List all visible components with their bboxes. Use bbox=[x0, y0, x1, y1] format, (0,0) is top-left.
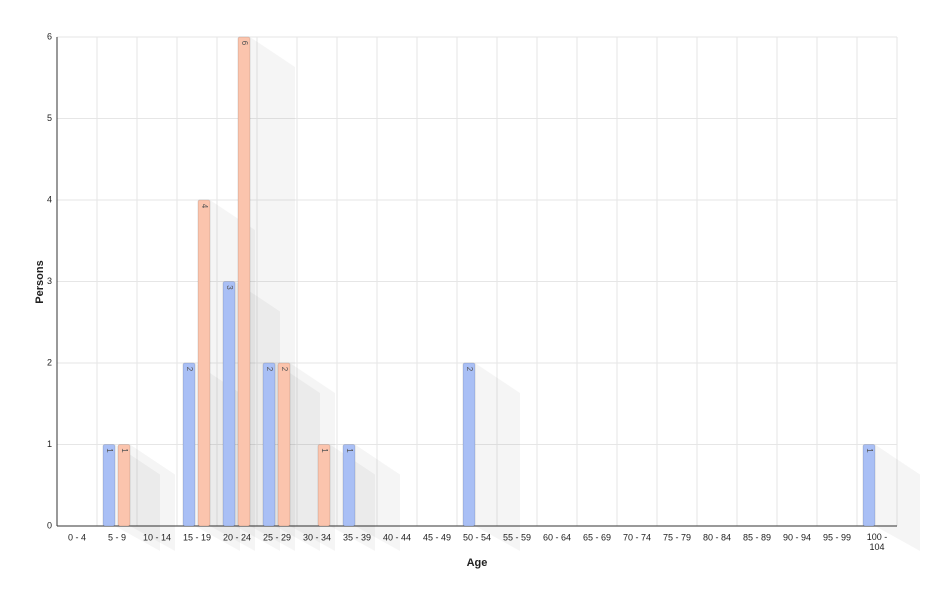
x-axis-title: Age bbox=[467, 557, 488, 569]
data-label: 1 bbox=[105, 448, 114, 453]
x-tick-label: 15 - 19 bbox=[183, 532, 211, 542]
x-tick-label: 95 - 99 bbox=[823, 532, 851, 542]
data-label: 6 bbox=[240, 41, 249, 46]
y-tick-label: 4 bbox=[47, 194, 52, 204]
data-label: 2 bbox=[185, 367, 194, 372]
x-tick-label: 65 - 69 bbox=[583, 532, 611, 542]
x-tick-label: 50 - 54 bbox=[463, 532, 491, 542]
x-tick-label: 90 - 94 bbox=[783, 532, 811, 542]
bar bbox=[862, 444, 876, 527]
x-tick-label: 10 - 14 bbox=[143, 532, 171, 542]
y-tick-label: 1 bbox=[47, 439, 52, 449]
data-label: 4 bbox=[200, 204, 209, 209]
data-label: 3 bbox=[225, 285, 234, 290]
bar bbox=[277, 362, 291, 527]
data-label: 2 bbox=[280, 367, 289, 372]
x-tick-line: 100 - bbox=[867, 532, 888, 542]
x-tick-label: 100 -104 bbox=[867, 532, 888, 552]
x-tick-label: 45 - 49 bbox=[423, 532, 451, 542]
bar-shadow bbox=[130, 444, 175, 551]
x-tick-line: 104 bbox=[869, 542, 884, 552]
bar-shadow bbox=[355, 444, 400, 551]
x-tick-label: 85 - 89 bbox=[743, 532, 771, 542]
bar-shadow bbox=[875, 444, 920, 551]
y-tick-label: 6 bbox=[47, 31, 52, 41]
y-axis-title: Persons bbox=[34, 260, 46, 303]
data-label: 1 bbox=[865, 448, 874, 453]
data-label: 2 bbox=[465, 367, 474, 372]
x-tick-label: 20 - 24 bbox=[223, 532, 251, 542]
data-label: 1 bbox=[320, 448, 329, 453]
x-tick-label: 5 - 9 bbox=[108, 532, 126, 542]
y-tick-label: 3 bbox=[47, 276, 52, 286]
bar bbox=[182, 362, 196, 527]
bar bbox=[262, 362, 276, 527]
bar bbox=[102, 444, 116, 527]
bar bbox=[222, 281, 236, 527]
x-tick-label: 30 - 34 bbox=[303, 532, 331, 542]
y-tick-label: 5 bbox=[47, 113, 52, 123]
bar bbox=[117, 444, 131, 527]
bar bbox=[342, 444, 356, 527]
x-tick-label: 55 - 59 bbox=[503, 532, 531, 542]
bar bbox=[317, 444, 331, 527]
x-tick-label: 25 - 29 bbox=[263, 532, 291, 542]
x-tick-label: 75 - 79 bbox=[663, 532, 691, 542]
data-label: 2 bbox=[265, 367, 274, 372]
data-label: 1 bbox=[345, 448, 354, 453]
y-tick-label: 0 bbox=[47, 520, 52, 530]
bar bbox=[237, 36, 251, 527]
x-tick-label: 0 - 4 bbox=[68, 532, 86, 542]
x-tick-label: 80 - 84 bbox=[703, 532, 731, 542]
bar-shadow bbox=[475, 363, 520, 551]
x-tick-label: 35 - 39 bbox=[343, 532, 371, 542]
x-tick-label: 70 - 74 bbox=[623, 532, 651, 542]
data-label: 1 bbox=[120, 448, 129, 453]
bar bbox=[462, 362, 476, 527]
bar bbox=[197, 199, 211, 527]
x-tick-label: 40 - 44 bbox=[383, 532, 411, 542]
x-tick-label: 60 - 64 bbox=[543, 532, 571, 542]
y-tick-label: 2 bbox=[47, 357, 52, 367]
